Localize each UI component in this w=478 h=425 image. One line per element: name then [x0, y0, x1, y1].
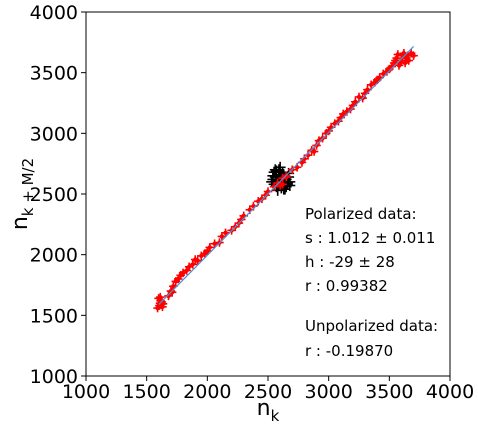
y-tick-label: 3000 — [30, 123, 78, 145]
polarized-point — [156, 292, 165, 302]
polarized-point — [366, 80, 376, 90]
y-tick-label: 2500 — [30, 184, 78, 206]
annotation-unpolarized-r: r : -0.19870 — [305, 342, 393, 360]
polarized-point — [205, 243, 215, 252]
annotation-box: Polarized data: s : 1.012 ± 0.011 h : -2… — [305, 205, 438, 360]
polarized-point — [188, 260, 198, 269]
polarized-point — [278, 180, 287, 189]
polarized-point — [404, 56, 413, 65]
x-tick-label: 1000 — [62, 381, 110, 403]
annotation-unpolarized-heading: Unpolarized data: — [305, 317, 438, 335]
unpolarized-point — [269, 164, 281, 176]
polarized-point — [221, 228, 230, 238]
unpolarized-point — [267, 170, 279, 182]
fit-line — [158, 46, 415, 305]
polarized-point — [303, 150, 313, 160]
x-tick-label: 3500 — [365, 381, 413, 403]
y-axis-label-sub: k + M/2 — [19, 158, 37, 216]
x-tick-label: 2500 — [244, 381, 292, 403]
y-tick-label: 1000 — [30, 366, 78, 388]
y-tick-label: 1500 — [30, 305, 78, 327]
plot-frame — [85, 11, 451, 377]
y-tick-label: 4000 — [30, 2, 78, 24]
annotation-polarized-r: r : 0.99382 — [305, 277, 388, 295]
y-tick-label: 2000 — [30, 245, 78, 267]
x-tick-label: 4000 — [426, 381, 474, 403]
x-axis-label-sub: k — [271, 407, 280, 425]
annotation-polarized-heading: Polarized data: — [305, 205, 417, 223]
tick-layer: 1000 1500 2000 2500 3000 3500 4000 1000 1500 2000… — [30, 2, 475, 403]
annotation-slope: s : 1.012 ± 0.011 — [305, 229, 435, 247]
polarized-point — [257, 194, 267, 204]
polarized-point — [309, 147, 319, 156]
y-axis-label-base: n — [8, 216, 33, 230]
polarized-point — [409, 51, 418, 60]
x-tick-label: 1500 — [122, 381, 170, 403]
annotation-intercept: h : -29 ± 28 — [305, 253, 395, 271]
y-tick-label: 3500 — [30, 63, 78, 85]
polarized-point — [269, 182, 279, 191]
y-axis-label: nk + M/2 — [8, 158, 37, 230]
polarized-point — [164, 291, 173, 301]
unpolarized-point — [284, 180, 296, 191]
x-axis-label-base: n — [257, 396, 271, 421]
series-layer — [153, 49, 418, 313]
polarized-point — [375, 73, 384, 82]
polarized-point — [217, 232, 227, 241]
polarized-point — [281, 172, 291, 182]
x-tick-label: 2000 — [183, 381, 231, 403]
polarized-point — [193, 256, 202, 265]
x-tick-label: 3000 — [304, 381, 352, 403]
x-axis-label: nk — [257, 396, 280, 425]
unpolarized-point — [274, 161, 286, 173]
